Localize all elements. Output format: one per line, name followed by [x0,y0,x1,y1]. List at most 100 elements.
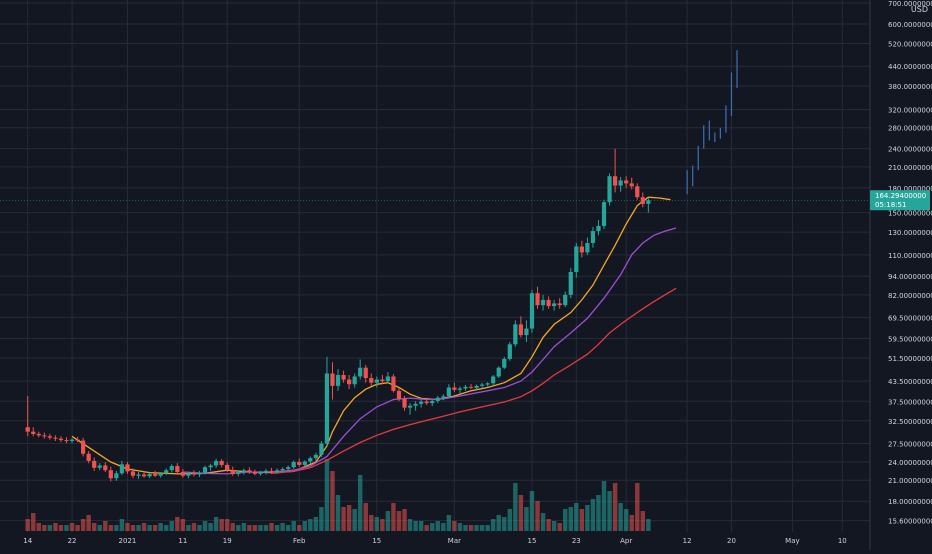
candle [280,467,285,473]
candle [53,435,58,442]
volume-bar [646,519,651,531]
volume-bar [86,515,91,531]
candle-body [330,373,335,386]
candle-body [524,328,529,336]
price-tick-label: 59.50000000 [888,335,932,343]
candle [352,373,357,388]
candle-body [457,388,463,390]
candle-body [202,467,208,473]
time-tick-label: 14 [23,537,32,545]
time-tick-label: Mar [448,537,461,545]
candle [308,456,313,464]
volume-bar [546,519,551,531]
candle [452,382,457,392]
last-price-countdown: 05:18:51 [875,201,906,209]
volume-bar [263,525,269,531]
volume-bar [53,523,58,531]
candle [574,243,579,278]
time-axis[interactable]: 14 22 2021 11 19 Feb 15 Mar 15 23 Apr 12 20 May 10 [23,537,847,545]
candle-body [36,433,41,436]
volume-bar [452,521,457,531]
candle [624,176,629,188]
volume-bar [36,523,42,531]
candle-body [352,376,357,385]
candle-body [81,440,86,454]
candle-body [452,387,457,390]
time-tick-label: 15 [372,537,381,545]
candle [258,470,263,476]
candle-body [197,472,202,475]
volume-bar [607,491,612,531]
volume-bar [629,515,634,531]
volume-bar [396,511,402,531]
candle-body [175,466,180,473]
candle [618,176,623,192]
volume-bar [529,491,535,531]
candle-body [291,462,296,468]
candle-body [635,186,640,198]
candle-body [119,464,125,474]
volume-bar [524,507,529,531]
candle-body [335,374,341,386]
candle-body [529,293,535,329]
candle [646,197,651,213]
candle-body [263,470,269,473]
grid [0,0,870,532]
volume-bar [291,521,296,531]
price-axis[interactable]: 700.00000000 600.00000000 520.00000000 440.… [888,0,932,526]
volume-bar [590,499,596,531]
candle [596,220,601,236]
price-tick-label: 32.50000000 [888,418,932,426]
candle [214,458,219,468]
volume-bar [197,525,202,531]
price-tick-label: 24.00000000 [888,459,932,467]
price-tick-label: 380.00000000 [888,83,932,91]
candle [507,341,512,361]
volume-bar [108,525,114,531]
candle-body [474,385,479,388]
candle-body [358,367,363,377]
volume-bar [352,509,357,531]
candle-body [114,473,119,479]
candle-body [214,460,219,466]
candle-body [247,470,252,473]
price-tick-label: 210.00000000 [888,164,932,172]
volume-bar [31,513,36,531]
candle-body [219,460,224,465]
volume-bar [152,525,158,531]
price-tick-label: 51.50000000 [888,355,932,363]
candle [402,395,407,411]
candle-body [563,294,568,306]
candle [546,296,551,309]
time-tick-label: 22 [68,537,77,545]
candle-body [618,180,623,186]
volume-bar [335,495,341,531]
candle-body [230,470,235,474]
volume-bar [130,525,136,531]
candle-body [136,474,141,476]
price-tick-label: 15.60000000 [888,518,932,526]
volume-bar [579,509,585,531]
ma-fast-line [71,196,671,475]
candle [324,356,330,447]
candle [612,148,618,193]
candle [75,436,80,443]
candle [579,240,584,258]
candle [103,462,108,473]
candle-body [546,299,551,307]
candle-body [391,376,396,391]
candle-body [396,390,402,399]
candle-body [125,464,130,472]
volume-bar [357,475,363,531]
candle-body [380,379,385,382]
time-tick-label: 10 [838,537,847,545]
candle [147,472,152,479]
candle-body [64,440,69,442]
candle [491,374,496,385]
volume-bar [430,523,435,531]
candle [69,438,75,444]
candle [540,294,546,311]
